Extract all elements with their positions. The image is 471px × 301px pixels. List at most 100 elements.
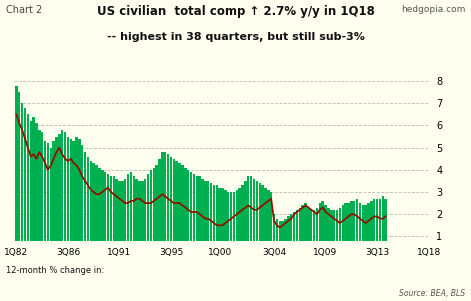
Text: US civilian  total comp ↑ 2.7% y/y in 1Q18: US civilian total comp ↑ 2.7% y/y in 1Q1…: [97, 5, 374, 17]
Bar: [144, 179, 146, 259]
Bar: [253, 179, 255, 259]
Bar: [238, 188, 241, 259]
Bar: [216, 185, 218, 259]
Bar: [290, 214, 292, 259]
Bar: [75, 137, 78, 259]
Bar: [127, 174, 129, 259]
Bar: [301, 205, 304, 259]
Text: -- highest in 38 quarters, but still sub-3%: -- highest in 38 quarters, but still sub…: [106, 32, 365, 42]
Bar: [299, 207, 301, 259]
Bar: [270, 192, 272, 259]
Bar: [370, 201, 373, 259]
Bar: [259, 183, 261, 259]
Bar: [244, 181, 247, 259]
Bar: [322, 201, 324, 259]
Bar: [276, 219, 278, 259]
Bar: [118, 181, 121, 259]
Bar: [179, 163, 181, 259]
Bar: [49, 148, 52, 259]
Bar: [121, 181, 123, 259]
Bar: [384, 199, 387, 259]
Bar: [130, 172, 132, 259]
Bar: [327, 207, 330, 259]
Bar: [367, 203, 370, 259]
Bar: [224, 190, 227, 259]
Bar: [70, 139, 72, 259]
Bar: [250, 176, 252, 259]
Bar: [61, 130, 64, 259]
Bar: [187, 170, 189, 259]
Bar: [267, 190, 269, 259]
Bar: [336, 210, 338, 259]
Bar: [204, 181, 207, 259]
Bar: [95, 165, 98, 259]
Bar: [210, 183, 212, 259]
Bar: [284, 219, 287, 259]
Bar: [247, 176, 250, 259]
Bar: [236, 190, 238, 259]
Bar: [153, 168, 155, 259]
Bar: [38, 130, 41, 259]
Bar: [213, 185, 215, 259]
Text: Chart 2: Chart 2: [6, 5, 42, 14]
Bar: [241, 185, 244, 259]
Text: Source: BEA, BLS: Source: BEA, BLS: [399, 289, 465, 298]
Bar: [376, 199, 378, 259]
Bar: [136, 179, 138, 259]
Bar: [132, 176, 135, 259]
Bar: [138, 181, 141, 259]
Bar: [264, 188, 267, 259]
Bar: [141, 181, 144, 259]
Bar: [304, 203, 307, 259]
Bar: [73, 141, 75, 259]
Bar: [256, 181, 258, 259]
Bar: [333, 210, 335, 259]
Bar: [158, 159, 161, 259]
Bar: [373, 199, 375, 259]
Bar: [278, 221, 281, 259]
Bar: [379, 199, 381, 259]
Bar: [167, 154, 170, 259]
Bar: [52, 141, 55, 259]
Bar: [115, 179, 118, 259]
Bar: [330, 210, 333, 259]
Bar: [161, 152, 163, 259]
Bar: [155, 165, 158, 259]
Bar: [104, 172, 106, 259]
Bar: [362, 205, 364, 259]
Bar: [341, 205, 344, 259]
Bar: [233, 192, 235, 259]
Bar: [221, 188, 224, 259]
Bar: [24, 108, 26, 259]
Bar: [21, 103, 24, 259]
Bar: [92, 163, 95, 259]
Bar: [307, 207, 309, 259]
Bar: [347, 203, 349, 259]
Bar: [219, 188, 221, 259]
Bar: [356, 199, 358, 259]
Bar: [98, 168, 101, 259]
Text: 12-month % change in:: 12-month % change in:: [6, 266, 104, 275]
Bar: [318, 203, 321, 259]
Bar: [173, 159, 175, 259]
Bar: [15, 85, 17, 259]
Bar: [35, 123, 38, 259]
Bar: [107, 174, 109, 259]
Bar: [87, 157, 89, 259]
Bar: [293, 212, 295, 259]
Bar: [316, 207, 318, 259]
Text: hedgopia.com: hedgopia.com: [401, 5, 465, 14]
Bar: [313, 210, 315, 259]
Bar: [181, 165, 184, 259]
Bar: [281, 221, 284, 259]
Bar: [164, 152, 166, 259]
Bar: [273, 214, 275, 259]
Bar: [41, 132, 43, 259]
Bar: [55, 137, 58, 259]
Bar: [193, 174, 195, 259]
Bar: [101, 170, 104, 259]
Bar: [365, 205, 367, 259]
Bar: [113, 176, 115, 259]
Bar: [339, 207, 341, 259]
Bar: [110, 176, 112, 259]
